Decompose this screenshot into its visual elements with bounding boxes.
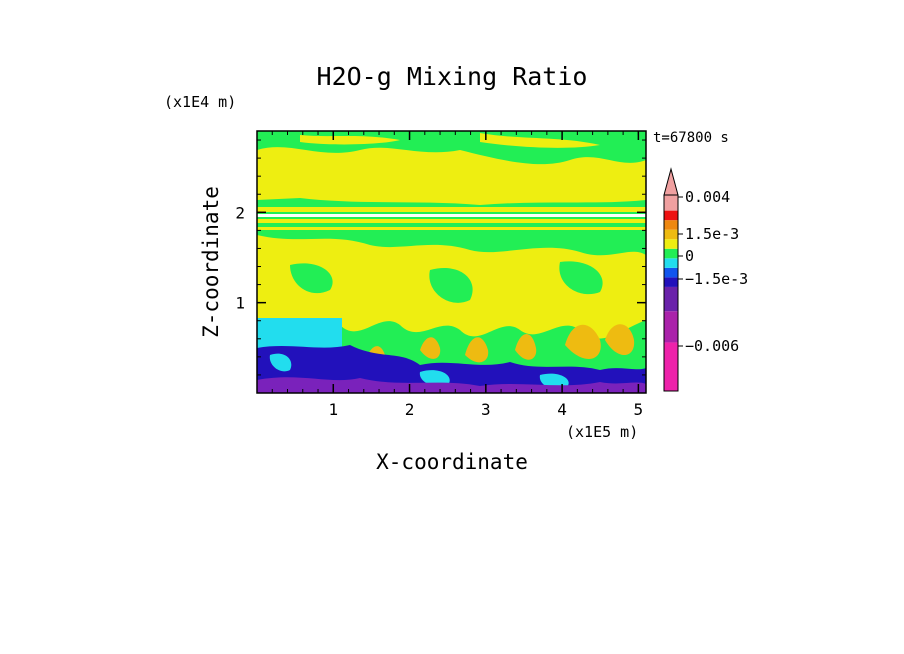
colorbar-level [664,195,678,211]
colorbar-level [664,311,678,343]
colorbar-extend-arrow [663,167,679,196]
y-axis-label: Z-coordinate [199,186,223,338]
cyan-block [257,318,342,348]
y-unit-label: (x1E4 m) [164,93,236,111]
time-label: t=67800 s [653,130,729,146]
band-line-4 [257,227,646,230]
heatmap-field [257,131,646,393]
upper-yellow-band [257,147,646,205]
colorbar-level [664,286,678,312]
middle-green-patch-2 [429,268,473,303]
middle-green-patch [290,263,333,294]
x-tick-label: 3 [481,400,491,419]
colorbar-level [664,258,678,268]
colorbar-label: −0.006 [685,337,739,355]
colorbar-level [664,210,678,221]
x-tick-label: 4 [557,400,567,419]
x-unit-label: (x1E5 m) [566,423,638,441]
colorbar-label: 0 [685,247,694,265]
y-tick-label: 1 [235,294,245,313]
band-line-1 [257,207,646,212]
x-tick-label: 2 [405,400,415,419]
middle-green-patch-3 [559,261,603,295]
plot-frame [256,130,647,394]
colorbar-level [664,248,678,259]
colorbar-level [664,267,678,278]
lower-purple-layer [257,377,646,393]
chart-title: H2O-g Mixing Ratio [317,62,588,91]
upper-yellow-streak [300,135,400,145]
upper-yellow-streak-2 [480,133,600,148]
orange-plumes [365,324,635,367]
colorbar-level [664,220,678,230]
axes: 1 2 3 4 5 1 2 [235,131,646,419]
band-line-2 [257,214,646,217]
colorbar-label: −1.5e-3 [685,270,748,288]
colorbar-level [664,229,678,240]
x-tick-label: 5 [634,400,644,419]
band-line-3 [257,219,646,223]
colorbar-level [664,277,678,287]
x-axis-label: X-coordinate [376,450,528,474]
colorbar-frame [663,194,679,392]
colorbar-level [664,342,678,391]
colorbar: 0.004 1.5e-3 0 −1.5e-3 −0.006 [663,167,748,392]
colorbar-level [664,239,678,249]
y-tick-label: 2 [235,203,245,222]
colorbar-label: 1.5e-3 [685,225,739,243]
x-tick-label: 1 [328,400,338,419]
colorbar-label: 0.004 [685,188,730,206]
